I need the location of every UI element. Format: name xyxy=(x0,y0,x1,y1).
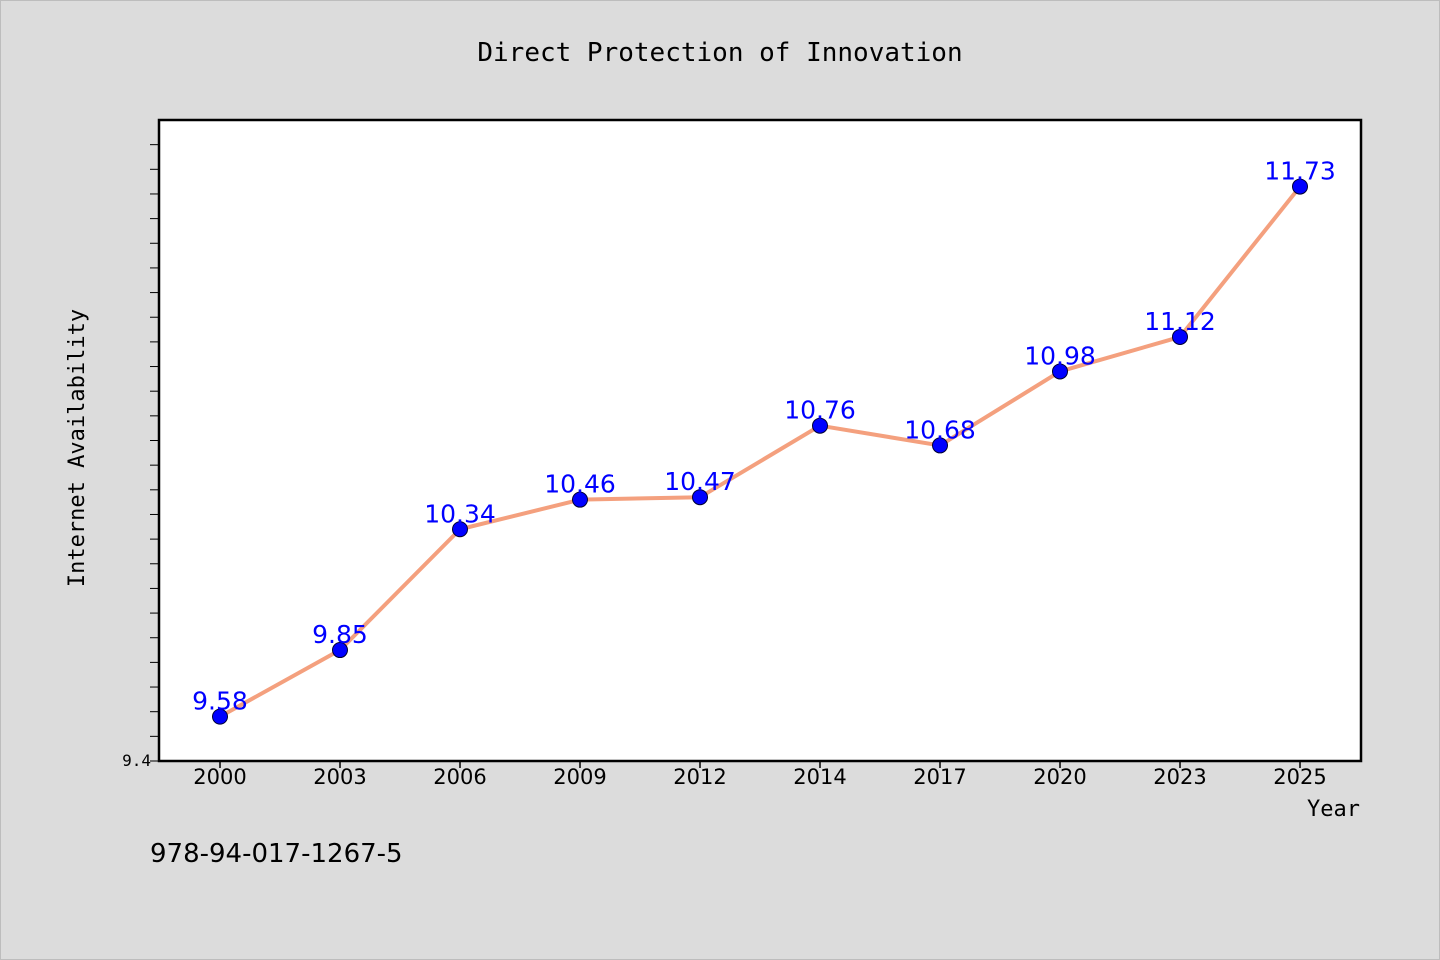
data-label: 10.47 xyxy=(664,467,736,496)
isbn-footer: 978-94-017-1267-5 xyxy=(150,839,403,869)
data-point xyxy=(332,642,348,659)
data-point xyxy=(1052,363,1068,380)
data-label: 9.58 xyxy=(192,687,248,716)
x-tick-label: 2014 xyxy=(793,765,846,789)
x-tick-label: 2009 xyxy=(553,765,606,789)
x-tick-label: 2020 xyxy=(1033,765,1086,789)
data-label: 10.98 xyxy=(1024,341,1096,370)
chart-title: Direct Protection of Innovation xyxy=(477,38,962,68)
x-axis-title: Year xyxy=(1307,797,1360,822)
y-axis-min-label: 9.4 xyxy=(122,751,151,770)
data-label: 10.76 xyxy=(784,396,856,425)
data-point xyxy=(1292,178,1308,195)
x-tick-label: 2006 xyxy=(433,765,486,789)
series-line xyxy=(218,184,1302,719)
data-point xyxy=(212,708,228,725)
x-tick-label: 2003 xyxy=(313,765,366,789)
x-tick-label: 2012 xyxy=(673,765,726,789)
series-line-group: 9.58 9.85 10.34 10.46 10.47 10.76 10.68 10.98 11… xyxy=(192,157,1336,725)
data-point xyxy=(452,521,468,538)
data-label: 11.12 xyxy=(1144,307,1216,336)
data-point xyxy=(812,417,828,434)
data-label: 10.34 xyxy=(424,499,496,528)
x-tick-label: 2025 xyxy=(1273,765,1326,789)
x-axis-ticks: 2000 2003 2006 2009 2012 2014 2017 2020 2023 2025 xyxy=(193,761,1327,789)
data-label: 10.68 xyxy=(904,415,976,444)
y-axis-ticks xyxy=(150,144,159,762)
x-tick-label: 2023 xyxy=(1153,765,1206,789)
y-axis-title: Internet Availability xyxy=(65,309,90,587)
x-tick-label: 2000 xyxy=(193,765,246,789)
data-label: 11.73 xyxy=(1264,157,1336,186)
data-label: 10.46 xyxy=(544,470,616,499)
x-tick-label: 2017 xyxy=(913,765,966,789)
plot-area xyxy=(157,118,1363,763)
data-point xyxy=(932,437,948,454)
data-point xyxy=(572,491,588,508)
data-point xyxy=(692,489,708,506)
data-point xyxy=(1172,328,1188,345)
data-label: 9.85 xyxy=(312,620,368,649)
